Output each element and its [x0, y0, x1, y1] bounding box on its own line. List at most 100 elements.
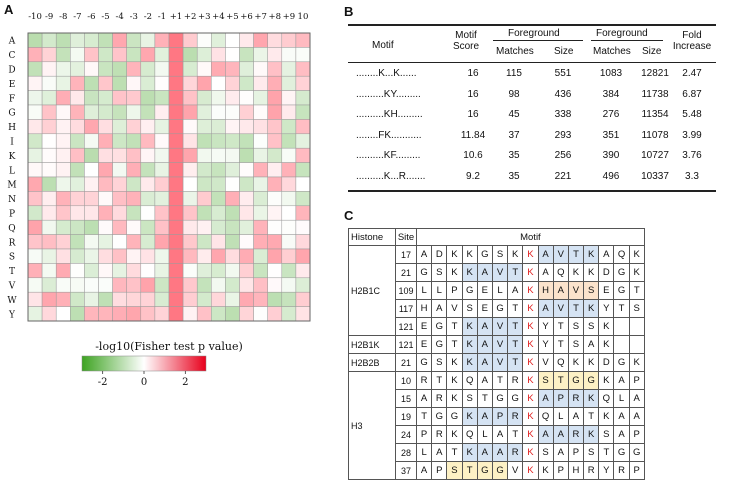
position-label: -10 — [28, 12, 42, 22]
heatmap-cell — [196, 306, 212, 322]
heatmap-cell — [98, 61, 113, 77]
residue-cell: K — [446, 353, 463, 372]
residue-cell: K — [583, 263, 600, 282]
residue-cell: T — [491, 371, 509, 390]
heatmap-cell — [27, 133, 43, 149]
heatmap-cell — [140, 104, 156, 120]
heatmap-cell — [55, 234, 71, 250]
residue-cell: K — [583, 353, 600, 372]
heatmap-cell — [154, 90, 170, 106]
heatmap-cell — [295, 219, 311, 235]
residue-cell: T — [446, 317, 463, 336]
heatmap-cell — [98, 133, 113, 149]
heatmap-cell — [70, 248, 85, 264]
heatmap-cell — [211, 205, 226, 221]
motif-table-cell-score: 16 — [467, 109, 479, 120]
residue-cell: A — [613, 371, 630, 390]
heatmap-cell — [140, 75, 156, 91]
position-label: +3 — [198, 12, 211, 22]
amino-acid-label: F — [9, 94, 15, 104]
heatmap-cell — [225, 176, 240, 192]
heatmap-cell — [253, 61, 268, 77]
motif-table-cell-score: 11.84 — [460, 129, 486, 141]
motif-table-cell-bg-matches: 351 — [602, 129, 620, 141]
residue-cell: Y — [537, 317, 554, 336]
heatmap-cell — [253, 32, 268, 48]
residue-cell: R — [415, 371, 433, 390]
heatmap-cell — [140, 119, 156, 135]
heatmap-cell — [41, 219, 57, 235]
heatmap-cell — [225, 133, 240, 149]
motif-table-cell-fg-size: 338 — [554, 109, 572, 120]
heatmap-cell — [239, 263, 254, 279]
heatmap-cell — [27, 75, 43, 91]
residue-cell: Y — [598, 299, 615, 318]
amino-acid-label: D — [8, 66, 15, 76]
residue-cell: P — [491, 407, 509, 426]
heatmap-cell — [70, 61, 85, 77]
residue-cell: K — [567, 263, 585, 282]
heatmap-cell — [225, 147, 240, 163]
heatmap-cell — [112, 248, 127, 264]
residue-cell: A — [415, 245, 433, 264]
heatmap-cell — [27, 47, 43, 63]
residue-cell: G — [415, 353, 433, 372]
heatmap-cell — [140, 47, 156, 63]
residue-cell: K — [583, 389, 600, 408]
heatmap-cell — [84, 291, 99, 307]
residue-cell: A — [476, 353, 493, 372]
residue-cell: V — [567, 281, 585, 300]
heatmap-cell — [98, 90, 113, 106]
heatmap-cell — [281, 133, 297, 149]
amino-acid-label: H — [8, 123, 16, 133]
heatmap-cell — [27, 306, 43, 322]
residue-cell: L — [415, 443, 433, 462]
residue-cell: K — [522, 443, 539, 462]
heatmap-cell — [182, 248, 198, 264]
heatmap-cell — [112, 104, 127, 120]
residue-cell: A — [552, 443, 569, 462]
heatmap-cell — [98, 205, 113, 221]
histone-name: H2B2B — [348, 353, 396, 372]
heatmap-cell — [182, 104, 198, 120]
heatmap-cell — [267, 191, 283, 207]
heatmap-cell — [140, 133, 156, 149]
heatmap-cell — [267, 162, 283, 178]
heatmap-cell — [281, 219, 297, 235]
residue-cell: K — [461, 335, 478, 354]
heatmap-cell — [154, 61, 170, 77]
residue-cell: G — [431, 407, 448, 426]
heatmap-cell — [98, 104, 113, 120]
heatmap-cell — [239, 234, 254, 250]
heatmap-cell — [267, 32, 283, 48]
heatmap-cell — [98, 119, 113, 135]
residue-cell: K — [446, 263, 463, 282]
heatmap-cell — [267, 205, 283, 221]
heatmap-cell — [182, 191, 198, 207]
heatmap-cell — [281, 47, 297, 63]
heatmap-cell — [281, 147, 297, 163]
table-row: 117 H A V S E G T K A V T K Y T S — [349, 299, 645, 318]
residue-cell: K — [507, 245, 524, 264]
heatmap-cell — [168, 306, 184, 322]
heatmap-cell — [70, 75, 85, 91]
heatmap-cell — [239, 147, 254, 163]
residue-cell: S — [431, 353, 448, 372]
residue-cell: L — [415, 281, 433, 300]
residue-cell: E — [598, 281, 615, 300]
residue-cell: S — [598, 425, 615, 444]
motif-table-cell-motif: ..........KF......... — [356, 150, 421, 161]
site-number: 15 — [395, 389, 417, 408]
residue-cell: A — [491, 443, 509, 462]
position-label: +7 — [254, 12, 267, 22]
motif-heatmap: -10 -9 -8 -7 -6 -5 -4 -3 -2 -1 +1 +2 +3 +4 +5 +6 +7 +8 +9 1… — [7, 12, 311, 388]
heatmap-cell — [225, 306, 240, 322]
heatmap-cell — [41, 32, 57, 48]
heatmap-cell — [168, 277, 184, 293]
residue-cell: K — [628, 263, 645, 282]
residue-cell: A — [476, 407, 493, 426]
heatmap-cell — [154, 104, 170, 120]
site-number: 24 — [395, 425, 417, 444]
heatmap-cell — [112, 61, 127, 77]
heatmap-cell — [84, 90, 99, 106]
